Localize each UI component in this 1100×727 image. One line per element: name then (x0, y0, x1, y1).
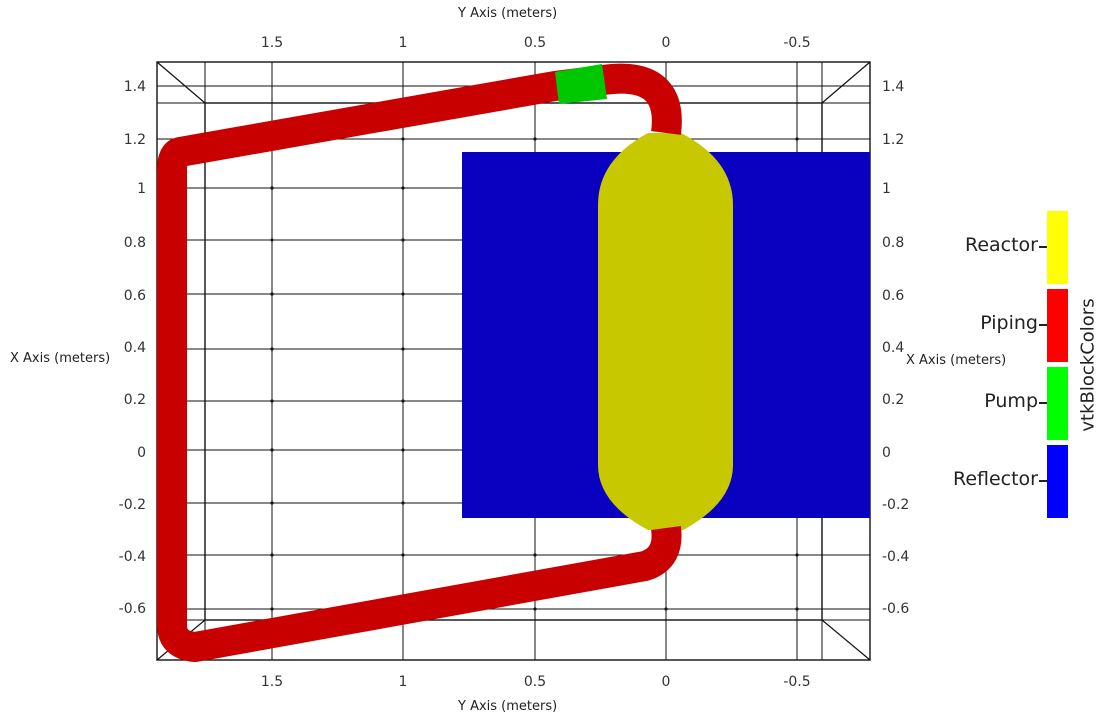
grid-node (270, 186, 274, 190)
bottom-tick-label: 0.5 (524, 674, 546, 690)
left-tick-label: 0.2 (124, 392, 146, 408)
grid-node (270, 347, 274, 351)
right-tick-label: -0.6 (882, 601, 909, 617)
grid-node (401, 292, 405, 296)
frame-corner (821, 61, 871, 104)
legend-tick-pump (1039, 402, 1047, 404)
top-tick-label: -0.5 (783, 35, 810, 51)
legend-label-reflector: Reflector (952, 468, 1038, 490)
legend-label-reactor: Reactor (964, 234, 1038, 256)
legend-tick-reactor (1039, 246, 1047, 248)
bottom-tick-label: -0.5 (783, 674, 810, 690)
legend-label-piping: Piping (980, 312, 1038, 334)
legend-swatch-reactor (1047, 211, 1068, 284)
grid-node (270, 238, 274, 242)
grid-node (401, 238, 405, 242)
right-tick-label: 0.2 (882, 392, 904, 408)
grid-node (270, 292, 274, 296)
grid-node (533, 553, 537, 557)
grid-node (401, 347, 405, 351)
legend-swatch-piping (1047, 289, 1068, 362)
bottom-axis-title: Y Axis (meters) (458, 699, 558, 714)
bottom-tick-label: 1.5 (261, 674, 283, 690)
legend-label-pump: Pump (984, 390, 1038, 412)
pump-block (555, 64, 607, 104)
grid-node (270, 399, 274, 403)
frame-corner (821, 619, 871, 661)
left-tick-label: -0.2 (119, 497, 146, 513)
frame-corner (156, 61, 206, 104)
block-geometry (157, 63, 870, 662)
grid-node (795, 553, 799, 557)
left-tick-label: 0.8 (124, 235, 146, 251)
left-tick-label: 0.4 (124, 340, 146, 356)
left-tick-label: -0.6 (119, 601, 146, 617)
grid-node (401, 501, 405, 505)
top-axis-title: Y Axis (meters) (458, 6, 558, 21)
right-tick-label: 0.8 (882, 235, 904, 251)
grid-node (270, 448, 274, 452)
top-tick-label: 0 (662, 35, 671, 51)
right-tick-label: 0.4 (882, 340, 904, 356)
legend-tick-reflector (1039, 480, 1047, 482)
left-tick-label: 1 (137, 181, 146, 197)
right-tick-label: 1 (882, 181, 891, 197)
left-tick-label: 1.4 (124, 79, 146, 95)
grid-node (270, 553, 274, 557)
grid-node (401, 186, 405, 190)
top-tick-label: 1 (399, 35, 408, 51)
grid-node (664, 607, 668, 611)
grid-node (401, 399, 405, 403)
left-axis-title: X Axis (meters) (10, 351, 111, 366)
legend-swatch-pump (1047, 367, 1068, 440)
right-tick-label: -0.4 (882, 549, 909, 565)
right-tick-label: 0.6 (882, 288, 904, 304)
legend-swatch-reflector (1047, 445, 1068, 518)
grid-node (795, 137, 799, 141)
reactor-block (598, 133, 733, 530)
top-tick-label: 1.5 (261, 35, 283, 51)
bottom-tick-label: 0 (662, 674, 671, 690)
grid-node (401, 448, 405, 452)
left-tick-label: -0.4 (119, 549, 146, 565)
piping-block (157, 63, 682, 662)
grid-node (795, 607, 799, 611)
grid-node (401, 553, 405, 557)
top-tick-label: 0.5 (524, 35, 546, 51)
right-tick-label: 1.4 (882, 79, 904, 95)
right-tick-label: -0.2 (882, 497, 909, 513)
axis-ticks: 1.5 1.5 1 1 0.5 0.5 0 0 -0.5 -0.5 1.4 1.4 1.2 1.2 1 1 0.… (119, 35, 910, 690)
legend-title: vtkBlockColors (1077, 298, 1099, 432)
right-tick-label: 1.2 (882, 132, 904, 148)
grid-node (401, 137, 405, 141)
color-legend: Reactor Piping Pump Reflector vtkBlockCo… (930, 205, 1099, 525)
grid-node (270, 501, 274, 505)
right-tick-label: 0 (882, 445, 891, 461)
grid-node (270, 607, 274, 611)
grid-node (533, 607, 537, 611)
left-tick-label: 0 (137, 445, 146, 461)
left-tick-label: 0.6 (124, 288, 146, 304)
bottom-tick-label: 1 (399, 674, 408, 690)
left-tick-label: 1.2 (124, 132, 146, 148)
grid-node (533, 137, 537, 141)
right-axis-title: X Axis (meters) (906, 353, 1007, 368)
legend-tick-piping (1039, 324, 1047, 326)
